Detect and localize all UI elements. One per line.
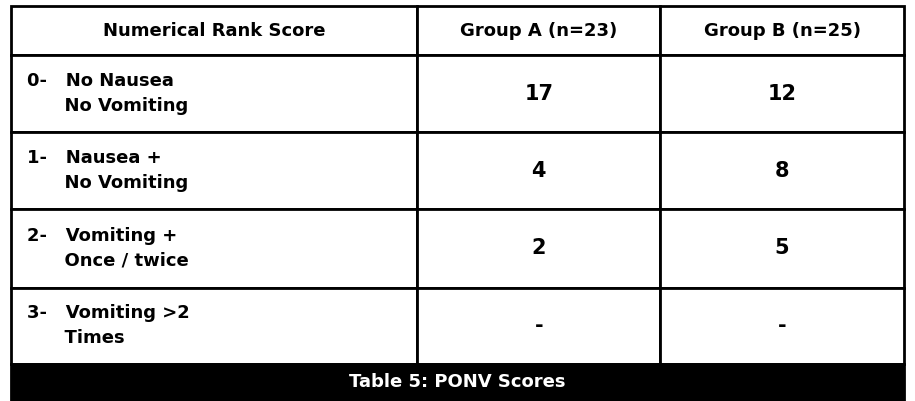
Text: Table 5: PONV Scores: Table 5: PONV Scores xyxy=(350,373,565,391)
Text: Group A (n=23): Group A (n=23) xyxy=(460,22,618,40)
Bar xyxy=(11,6,417,55)
Bar xyxy=(417,209,661,288)
Bar xyxy=(661,55,904,132)
Bar xyxy=(11,288,417,364)
Text: -: - xyxy=(534,316,544,336)
Text: 4: 4 xyxy=(532,160,546,180)
Text: 12: 12 xyxy=(768,84,797,104)
Text: 3-   Vomiting >2
      Times: 3- Vomiting >2 Times xyxy=(27,304,190,347)
Bar xyxy=(417,6,661,55)
Bar xyxy=(417,132,661,209)
Bar xyxy=(11,364,904,401)
Bar xyxy=(417,55,661,132)
Text: 0-   No Nausea
      No Vomiting: 0- No Nausea No Vomiting xyxy=(27,72,188,115)
Bar xyxy=(661,209,904,288)
Bar xyxy=(661,6,904,55)
Bar xyxy=(11,132,417,209)
Text: 17: 17 xyxy=(524,84,554,104)
Bar xyxy=(661,288,904,364)
Text: -: - xyxy=(778,316,786,336)
Bar xyxy=(11,55,417,132)
Text: 2: 2 xyxy=(532,238,546,258)
Bar xyxy=(417,288,661,364)
Text: 5: 5 xyxy=(775,238,790,258)
Bar xyxy=(661,132,904,209)
Text: Numerical Rank Score: Numerical Rank Score xyxy=(102,22,326,40)
Text: 1-   Nausea +
      No Vomiting: 1- Nausea + No Vomiting xyxy=(27,149,188,192)
Text: 2-   Vomiting +
      Once / twice: 2- Vomiting + Once / twice xyxy=(27,227,189,270)
Text: 8: 8 xyxy=(775,160,790,180)
Text: Group B (n=25): Group B (n=25) xyxy=(704,22,861,40)
Bar xyxy=(11,209,417,288)
